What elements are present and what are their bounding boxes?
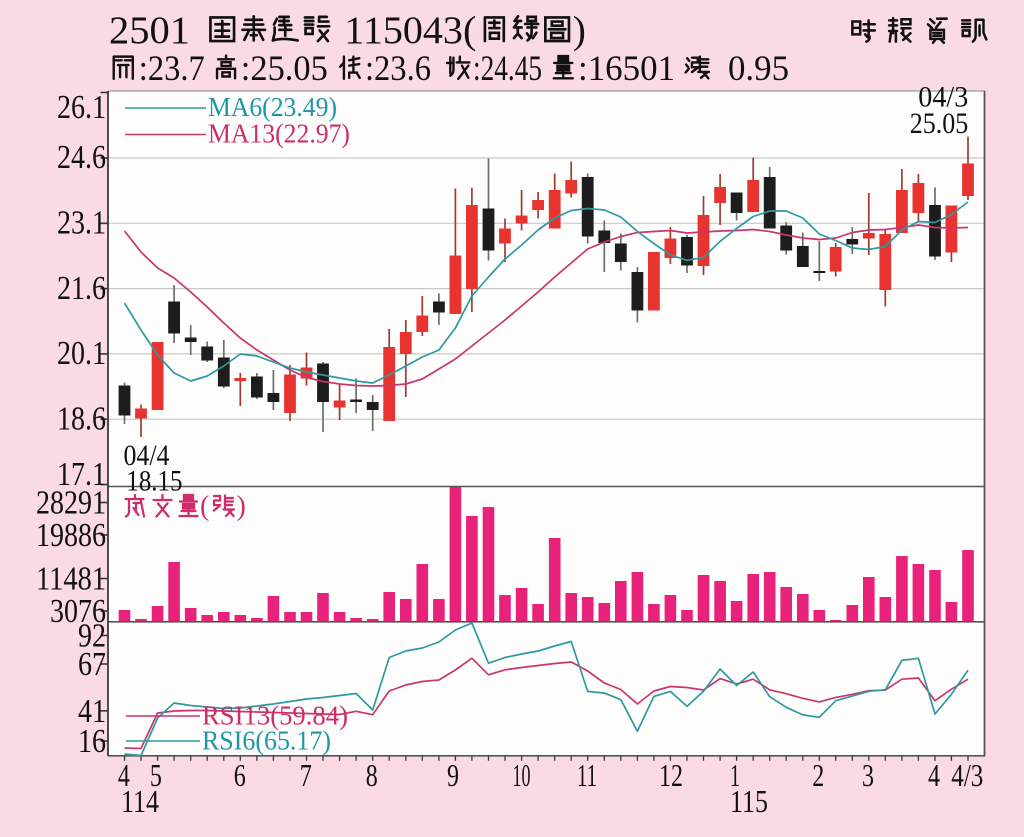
svg-text:41: 41	[78, 693, 106, 730]
svg-text:(: (	[200, 491, 209, 522]
svg-text:3076: 3076	[50, 593, 106, 630]
svg-text:28291: 28291	[36, 485, 106, 522]
svg-text::23.6: :23.6	[365, 48, 431, 88]
svg-text:0.95: 0.95	[728, 48, 789, 88]
svg-text:3: 3	[862, 757, 874, 793]
svg-text:4: 4	[118, 757, 130, 793]
svg-text:): )	[573, 9, 586, 52]
svg-text:11: 11	[577, 757, 597, 793]
svg-text:16: 16	[78, 723, 106, 760]
svg-text:04/3: 04/3	[918, 80, 968, 113]
svg-text:12: 12	[659, 757, 683, 793]
svg-text:2501: 2501	[109, 9, 190, 52]
svg-text:19886: 19886	[36, 517, 106, 554]
svg-text:20.1: 20.1	[57, 335, 106, 372]
svg-text:MA6(23.49): MA6(23.49)	[208, 92, 337, 122]
svg-text::25.05: :25.05	[241, 48, 328, 88]
svg-text:RSI13(59.84): RSI13(59.84)	[202, 701, 348, 731]
svg-text:8: 8	[366, 757, 378, 793]
svg-text::24.45: :24.45	[473, 48, 542, 88]
svg-text:18.15: 18.15	[126, 465, 182, 498]
svg-text:): )	[237, 491, 246, 522]
svg-text:MA13(22.97): MA13(22.97)	[208, 119, 350, 149]
svg-text:115043(: 115043(	[344, 9, 476, 52]
svg-text:17.1: 17.1	[57, 456, 106, 493]
svg-text:115: 115	[730, 783, 768, 819]
svg-text:114: 114	[121, 783, 159, 819]
svg-text:26.1: 26.1	[57, 89, 106, 126]
svg-text:18.6: 18.6	[57, 400, 106, 437]
svg-text:9: 9	[447, 757, 459, 793]
svg-text:24.6: 24.6	[57, 139, 106, 176]
svg-text:11481: 11481	[36, 561, 106, 598]
svg-text:1: 1	[730, 757, 740, 793]
svg-text::16501: :16501	[578, 48, 675, 88]
svg-text:92: 92	[78, 618, 106, 655]
svg-text:21.6: 21.6	[57, 270, 106, 307]
svg-text:7: 7	[300, 757, 312, 793]
svg-text:6: 6	[234, 757, 246, 793]
svg-text:4/3: 4/3	[951, 757, 983, 793]
svg-text:67: 67	[78, 646, 106, 683]
svg-text:04/4: 04/4	[124, 439, 170, 472]
svg-text:4: 4	[928, 757, 940, 793]
svg-text:25.05: 25.05	[910, 107, 969, 140]
svg-text:2: 2	[812, 757, 824, 793]
svg-text:5: 5	[150, 757, 162, 793]
svg-text:RSI6(65.17): RSI6(65.17)	[202, 726, 331, 756]
svg-text:10: 10	[513, 757, 531, 793]
svg-text:23.1: 23.1	[57, 205, 106, 242]
svg-text::23.7: :23.7	[139, 48, 205, 88]
